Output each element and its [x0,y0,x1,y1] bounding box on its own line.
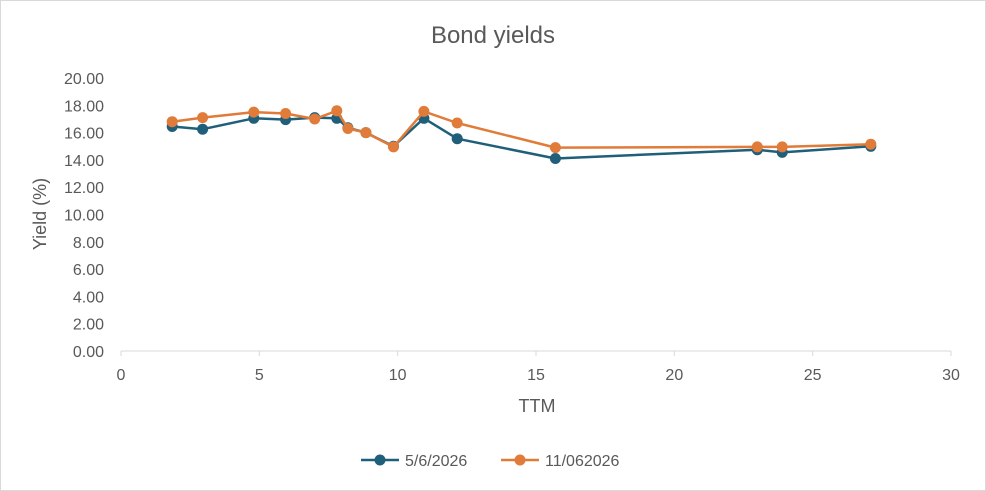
series-1-point [451,133,463,145]
series-2-point [197,112,209,124]
legend: 5/6/2026 11/062026 [361,453,620,470]
legend-marker-1 [374,454,386,466]
x-tick-label: 10 [389,367,407,384]
series-2-point [309,113,321,125]
series-2-point [166,116,178,128]
y-tick-label: 14.00 [64,153,104,170]
series-2-point [751,141,763,153]
y-tick-label: 20.00 [64,71,104,88]
series-2-point [451,117,463,129]
y-tick-label: 4.00 [73,289,104,306]
x-tick-label: 30 [942,367,960,384]
y-axis-label: Yield (%) [30,178,50,250]
x-axis-ticks: 0 5 10 15 20 25 30 [117,351,960,384]
series-2-point [342,123,354,134]
chart-title: Bond yields [431,22,555,49]
x-tick-label: 25 [804,367,822,384]
x-tick-label: 20 [665,367,683,384]
series-1-point [197,123,209,135]
series-2-point [865,138,877,150]
series-2-point [776,141,788,153]
y-tick-label: 18.00 [64,98,104,115]
series-2-point [331,105,343,117]
series-2-point [418,105,430,117]
y-tick-label: 2.00 [73,317,104,334]
legend-label-1: 5/6/2026 [405,453,467,470]
series-1-point [549,153,561,164]
x-tick-label: 5 [255,367,264,384]
y-tick-label: 6.00 [73,262,104,279]
series-2-point [388,141,399,153]
y-tick-label: 12.00 [64,180,104,197]
y-tick-label: 10.00 [64,208,104,225]
y-tick-label: 0.00 [73,344,104,361]
y-tick-label: 8.00 [73,235,104,252]
series-layer [166,105,877,164]
series-2-point [360,127,372,139]
series-line-2 [172,109,871,149]
x-axis-label: TTM [519,396,556,416]
series-2-point [549,142,561,154]
x-tick-label: 15 [527,367,545,384]
legend-marker-2 [514,454,526,466]
y-axis-ticks: 0.00 2.00 4.00 6.00 8.00 10.00 12.00 14.00 16.00… [64,71,104,361]
x-tick-label: 0 [117,367,126,384]
series-2-point [280,108,292,119]
y-tick-label: 16.00 [64,126,104,143]
series-2-point [248,106,260,118]
legend-label-2: 11/062026 [545,453,620,470]
